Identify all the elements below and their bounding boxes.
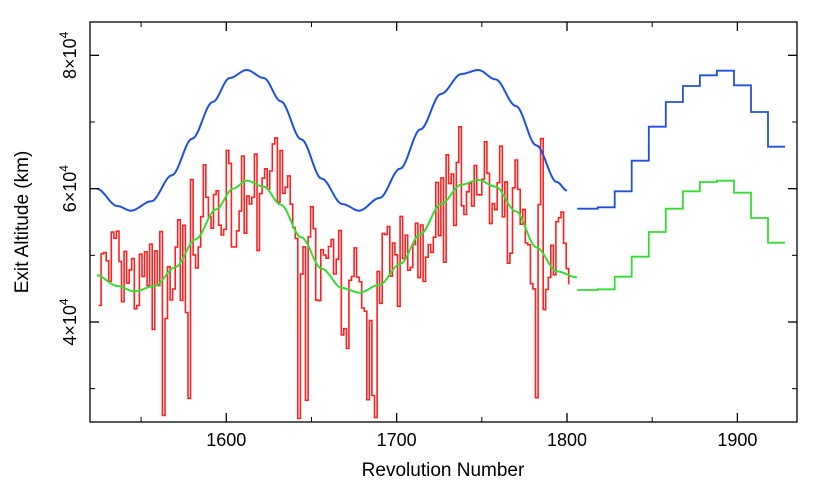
x-tick-label-1600: 1600	[206, 430, 246, 450]
series-lower_model-line	[96, 178, 578, 294]
axes: 1600 1700 1800 1900 4×104 6×104 8×104	[57, 22, 797, 450]
series-measured-line	[98, 126, 570, 420]
x-axis-label: Revolution Number	[362, 460, 525, 481]
y-tick-label-60000: 6×104	[57, 165, 80, 213]
series-upper_model-line	[96, 68, 568, 212]
x-tick-label-1800: 1800	[547, 430, 587, 450]
y-tick-label-40000: 4×104	[57, 298, 80, 346]
series-upper_model_step-line	[577, 69, 786, 210]
y-tick-label-80000: 8×104	[57, 31, 80, 79]
plot-area	[96, 68, 786, 420]
y-axis-label: Exit Altitude (km)	[12, 151, 33, 294]
plot-frame	[89, 21, 798, 423]
series-lower_model_step-line	[577, 179, 786, 291]
x-tick-label-1900: 1900	[717, 430, 757, 450]
x-tick-label-1700: 1700	[377, 430, 417, 450]
